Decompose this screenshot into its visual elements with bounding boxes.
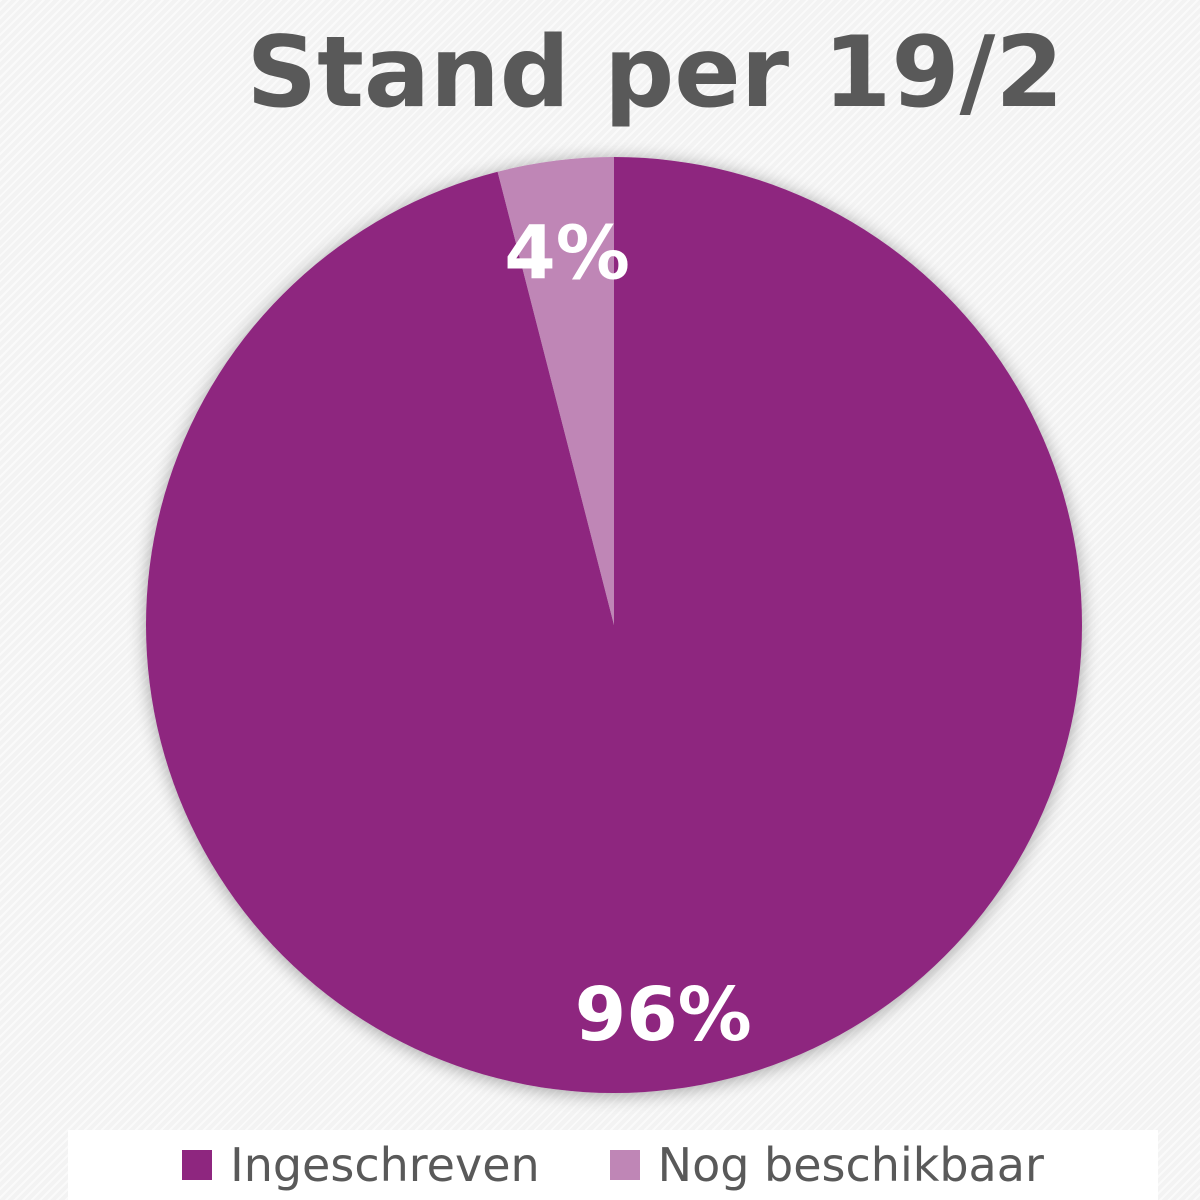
chart-legend: Ingeschreven Nog beschikbaar <box>68 1130 1158 1200</box>
legend-item-nog-beschikbaar: Nog beschikbaar <box>609 1138 1044 1192</box>
pie-slice-ingeschreven <box>145 157 1082 1094</box>
data-label-nog-beschikbaar: 4% <box>504 211 630 297</box>
legend-label-ingeschreven: Ingeschreven <box>230 1138 540 1192</box>
legend-swatch-nog-beschikbaar <box>609 1150 640 1180</box>
legend-label-nog-beschikbaar: Nog beschikbaar <box>657 1138 1044 1192</box>
pie-slice-nog-beschikbaar <box>497 157 614 625</box>
chart-title: Stand per 19/2 <box>246 16 1064 130</box>
legend-item-ingeschreven: Ingeschreven <box>182 1138 540 1192</box>
legend-swatch-ingeschreven <box>182 1150 213 1180</box>
data-label-ingeschreven: 96% <box>575 972 752 1058</box>
